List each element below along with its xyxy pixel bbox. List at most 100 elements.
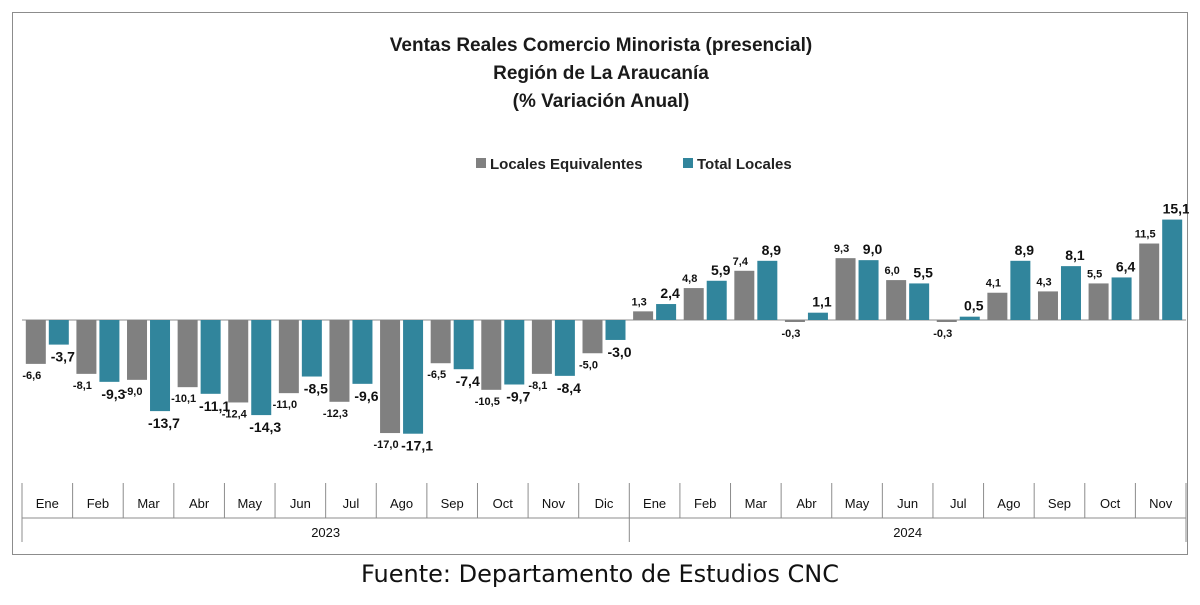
data-label-total-0: -3,7	[51, 349, 75, 365]
bar-total-15	[807, 312, 828, 320]
data-label-total-2: -13,7	[148, 415, 180, 431]
data-label-total-4: -14,3	[249, 419, 281, 435]
data-label-equivalentes-9: -10,5	[475, 396, 500, 408]
data-label-equivalentes-14: 7,4	[733, 256, 749, 268]
month-label-4: May	[237, 496, 262, 511]
data-label-total-1: -9,3	[101, 386, 125, 402]
chart-title-line-2: Región de La Araucanía	[493, 63, 709, 84]
month-label-2: Mar	[137, 496, 160, 511]
data-label-equivalentes-10: -8,1	[528, 380, 547, 392]
bar-total-21	[1111, 277, 1132, 320]
bar-total-13	[706, 280, 727, 320]
data-label-equivalentes-20: 4,3	[1036, 276, 1051, 288]
bar-equivalentes-11	[582, 320, 603, 354]
data-label-total-22: 15,1	[1163, 201, 1189, 217]
month-label-16: May	[845, 496, 870, 511]
bar-total-3	[200, 320, 221, 394]
month-label-21: Oct	[1100, 496, 1121, 511]
legend: Locales Equivalentes Total Locales	[476, 156, 792, 173]
data-label-total-20: 8,1	[1065, 247, 1085, 263]
chart-frame: Ventas Reales Comercio Minorista (presen…	[12, 12, 1189, 555]
bar-equivalentes-1	[76, 320, 97, 374]
data-label-total-7: -17,1	[401, 438, 433, 454]
bar-equivalentes-16	[835, 258, 856, 320]
bar-equivalentes-13	[683, 288, 704, 320]
data-label-equivalentes-21: 5,5	[1087, 268, 1102, 280]
data-label-total-19: 8,9	[1015, 242, 1035, 258]
month-label-13: Feb	[694, 496, 716, 511]
data-label-equivalentes-2: -9,0	[124, 386, 143, 398]
bar-total-10	[554, 320, 575, 376]
bar-total-20	[1060, 266, 1081, 320]
data-label-equivalentes-1: -8,1	[73, 380, 92, 392]
bar-equivalentes-2	[127, 320, 148, 380]
bar-total-1	[99, 320, 120, 382]
data-label-total-15: 1,1	[812, 294, 832, 310]
month-label-5: Jun	[290, 496, 311, 511]
month-label-22: Nov	[1149, 496, 1173, 511]
bar-total-7	[403, 320, 424, 434]
chart-title-line-1: Ventas Reales Comercio Minorista (presen…	[390, 35, 812, 56]
month-label-8: Sep	[441, 496, 464, 511]
data-label-equivalentes-18: -0,3	[933, 328, 952, 340]
legend-swatch-total	[683, 158, 693, 168]
year-label-0: 2023	[311, 525, 340, 540]
data-label-equivalentes-0: -6,6	[22, 370, 41, 382]
data-label-equivalentes-7: -17,0	[374, 439, 399, 451]
bar-equivalentes-19	[987, 292, 1008, 320]
bar-equivalentes-17	[886, 280, 907, 320]
bar-total-11	[605, 320, 626, 340]
data-label-total-21: 6,4	[1116, 258, 1136, 274]
data-label-total-8: -7,4	[456, 373, 480, 389]
legend-label-equivalentes: Locales Equivalentes	[490, 156, 643, 173]
bar-total-9	[504, 320, 525, 385]
bar-total-19	[1010, 260, 1031, 320]
data-label-total-3: -11,1	[199, 398, 230, 414]
month-label-6: Jul	[343, 496, 360, 511]
legend-label-total: Total Locales	[697, 156, 792, 173]
data-label-total-14: 8,9	[762, 242, 782, 258]
data-label-total-11: -3,0	[607, 344, 631, 360]
bar-equivalentes-15	[784, 320, 805, 322]
data-label-total-9: -9,7	[506, 389, 530, 405]
bar-equivalentes-8	[430, 320, 451, 364]
data-label-total-18: 0,5	[964, 298, 984, 314]
month-label-0: Ene	[36, 496, 59, 511]
month-label-18: Jul	[950, 496, 967, 511]
bar-equivalentes-22	[1139, 243, 1160, 320]
bar-equivalentes-0	[25, 320, 46, 364]
bar-total-0	[48, 320, 69, 345]
bar-total-8	[453, 320, 474, 370]
data-label-equivalentes-12: 1,3	[631, 296, 646, 308]
data-label-equivalentes-5: -11,0	[273, 399, 297, 411]
data-label-total-16: 9,0	[863, 241, 883, 257]
month-label-12: Ene	[643, 496, 666, 511]
chart-svg: Ventas Reales Comercio Minorista (presen…	[21, 35, 1189, 542]
data-label-equivalentes-16: 9,3	[834, 243, 849, 255]
bar-equivalentes-18	[936, 320, 957, 322]
bar-total-22	[1162, 219, 1183, 320]
bar-total-6	[352, 320, 373, 384]
data-label-equivalentes-8: -6,5	[427, 369, 446, 381]
month-label-17: Jun	[897, 496, 918, 511]
bar-equivalentes-12	[633, 311, 654, 320]
bar-equivalentes-3	[177, 320, 198, 388]
bar-total-17	[909, 283, 930, 320]
bar-total-16	[858, 260, 879, 320]
bar-total-18	[959, 316, 980, 320]
month-label-7: Ago	[390, 496, 413, 511]
data-label-equivalentes-17: 6,0	[885, 265, 900, 277]
bar-equivalentes-6	[329, 320, 350, 402]
bar-total-5	[301, 320, 322, 377]
source-note: Fuente: Departamento de Estudios CNC	[361, 560, 839, 588]
data-label-total-17: 5,5	[913, 264, 933, 280]
month-label-10: Nov	[542, 496, 566, 511]
month-label-19: Ago	[997, 496, 1020, 511]
legend-swatch-equivalentes	[476, 158, 486, 168]
category-axis: Ene Feb Mar Abr May Jun Jul Ago Sep Oct Nov Dic Ene F…	[21, 483, 1187, 542]
month-label-20: Sep	[1048, 496, 1071, 511]
bar-equivalentes-7	[380, 320, 401, 434]
bar-equivalentes-20	[1037, 291, 1058, 320]
month-label-11: Dic	[595, 496, 614, 511]
data-label-total-6: -9,6	[354, 388, 378, 404]
